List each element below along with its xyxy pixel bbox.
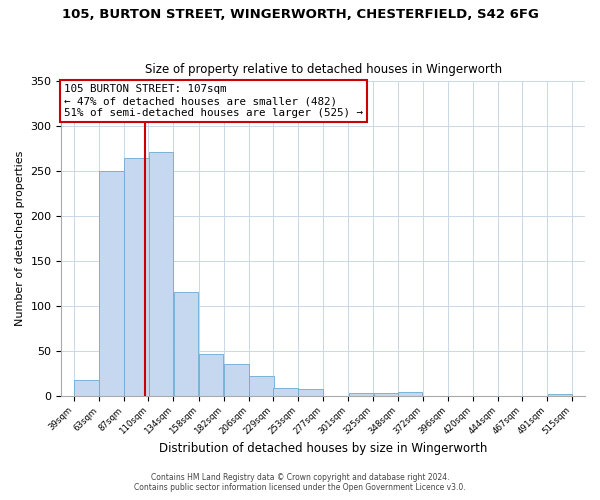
Y-axis label: Number of detached properties: Number of detached properties <box>15 151 25 326</box>
Bar <box>100 171 124 396</box>
Bar <box>398 392 422 396</box>
Title: Size of property relative to detached houses in Wingerworth: Size of property relative to detached ho… <box>145 63 502 76</box>
Bar <box>273 388 298 396</box>
Bar <box>548 394 572 396</box>
Bar <box>174 292 199 396</box>
Bar <box>374 393 398 396</box>
Bar <box>298 388 323 396</box>
Bar <box>149 152 173 396</box>
Bar <box>124 158 149 396</box>
Text: 105 BURTON STREET: 107sqm
← 47% of detached houses are smaller (482)
51% of semi: 105 BURTON STREET: 107sqm ← 47% of detac… <box>64 84 363 117</box>
Bar <box>74 380 99 396</box>
Bar <box>249 376 274 396</box>
Bar <box>224 364 248 396</box>
Bar <box>199 354 223 396</box>
Text: 105, BURTON STREET, WINGERWORTH, CHESTERFIELD, S42 6FG: 105, BURTON STREET, WINGERWORTH, CHESTER… <box>62 8 538 20</box>
X-axis label: Distribution of detached houses by size in Wingerworth: Distribution of detached houses by size … <box>159 442 487 455</box>
Text: Contains HM Land Registry data © Crown copyright and database right 2024.
Contai: Contains HM Land Registry data © Crown c… <box>134 473 466 492</box>
Bar <box>349 393 373 396</box>
